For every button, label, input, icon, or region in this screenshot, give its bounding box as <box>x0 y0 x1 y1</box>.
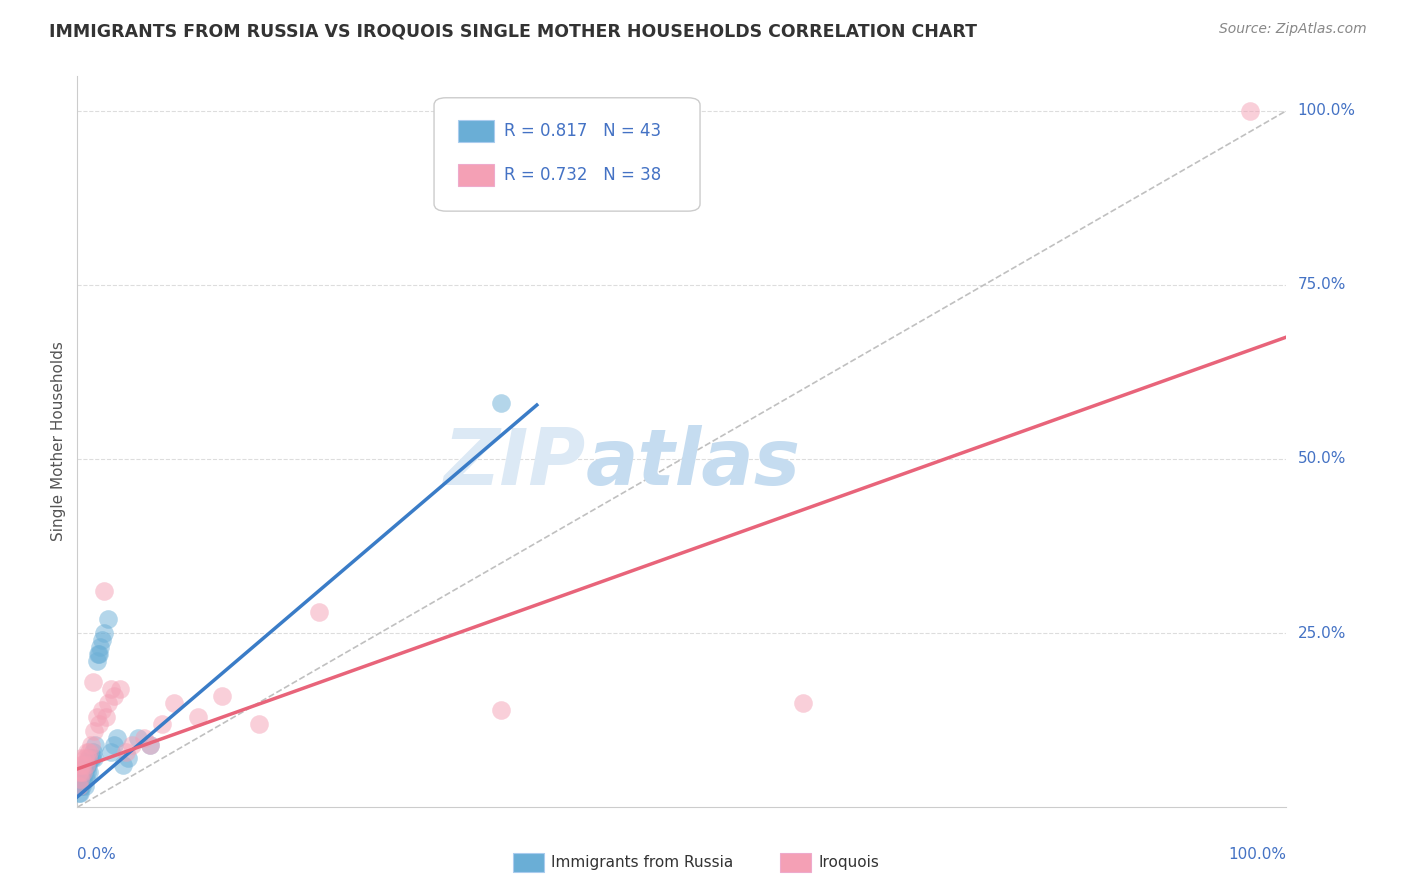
Point <box>70 765 93 780</box>
Point <box>79 765 101 780</box>
Text: 100.0%: 100.0% <box>1229 847 1286 863</box>
Point <box>100 745 122 759</box>
Point <box>489 396 512 410</box>
Point <box>83 723 105 738</box>
Point <box>82 745 104 759</box>
Point <box>70 765 93 780</box>
Point <box>121 738 143 752</box>
Point <box>100 681 122 696</box>
Point <box>139 738 162 752</box>
Point <box>70 765 93 780</box>
Point <box>86 654 108 668</box>
Point <box>82 674 104 689</box>
Text: Immigrants from Russia: Immigrants from Russia <box>551 855 734 870</box>
Point <box>77 758 100 772</box>
Point <box>67 780 90 794</box>
Point <box>67 765 90 780</box>
Point <box>96 696 118 710</box>
Point <box>75 758 97 772</box>
Point <box>67 780 90 794</box>
Point <box>90 633 112 648</box>
Point <box>79 738 101 752</box>
Point <box>69 772 91 787</box>
Point <box>87 716 110 731</box>
Point <box>80 751 103 765</box>
Text: atlas: atlas <box>585 425 800 501</box>
Point <box>83 751 105 765</box>
Point <box>70 751 93 765</box>
Point <box>139 738 162 752</box>
Text: 50.0%: 50.0% <box>1298 451 1346 467</box>
Point <box>87 647 110 661</box>
Point <box>87 647 110 661</box>
Point <box>79 751 101 765</box>
Text: Source: ZipAtlas.com: Source: ZipAtlas.com <box>1219 22 1367 37</box>
Point <box>77 751 100 765</box>
Point <box>73 780 96 794</box>
FancyBboxPatch shape <box>458 120 495 142</box>
Point <box>96 612 118 626</box>
Text: 0.0%: 0.0% <box>77 847 117 863</box>
Text: R = 0.732   N = 38: R = 0.732 N = 38 <box>505 166 661 184</box>
Point <box>247 716 270 731</box>
Y-axis label: Single Mother Households: Single Mother Households <box>51 342 66 541</box>
Point <box>69 758 91 772</box>
Point <box>72 765 94 780</box>
Point <box>72 765 94 780</box>
Point <box>489 703 512 717</box>
Point <box>105 731 128 745</box>
Text: 75.0%: 75.0% <box>1298 277 1346 293</box>
Point <box>73 751 96 765</box>
Point <box>114 745 136 759</box>
Point <box>1239 103 1261 118</box>
Text: ZIP: ZIP <box>443 425 585 501</box>
Text: 100.0%: 100.0% <box>1298 103 1355 118</box>
Point <box>70 772 93 787</box>
Point <box>70 780 93 794</box>
Point <box>117 751 139 765</box>
Point <box>86 709 108 723</box>
Point <box>67 780 90 794</box>
Point <box>70 772 93 787</box>
Point <box>84 738 107 752</box>
Point <box>187 709 209 723</box>
Point <box>163 696 186 710</box>
Point <box>93 626 115 640</box>
Text: Iroquois: Iroquois <box>818 855 879 870</box>
FancyBboxPatch shape <box>434 98 700 211</box>
Point <box>308 605 330 619</box>
Point <box>79 751 101 765</box>
Point <box>69 772 91 787</box>
Point <box>108 681 131 696</box>
Point <box>90 703 112 717</box>
Point <box>112 758 135 772</box>
FancyBboxPatch shape <box>458 163 495 186</box>
Point <box>69 780 91 794</box>
Point <box>76 765 98 780</box>
Point <box>96 709 118 723</box>
Text: IMMIGRANTS FROM RUSSIA VS IROQUOIS SINGLE MOTHER HOUSEHOLDS CORRELATION CHART: IMMIGRANTS FROM RUSSIA VS IROQUOIS SINGL… <box>49 22 977 40</box>
Point <box>67 786 90 800</box>
Point <box>127 731 149 745</box>
Point <box>75 772 97 787</box>
Point <box>132 731 155 745</box>
Point <box>70 758 93 772</box>
Point <box>93 584 115 599</box>
Text: R = 0.817   N = 43: R = 0.817 N = 43 <box>505 121 661 140</box>
Point <box>76 745 98 759</box>
Text: 25.0%: 25.0% <box>1298 625 1346 640</box>
Point <box>150 716 173 731</box>
Point <box>72 772 94 787</box>
Point <box>76 758 98 772</box>
Point <box>69 786 91 800</box>
Point <box>103 689 125 703</box>
Point <box>103 738 125 752</box>
Point <box>70 780 93 794</box>
Point <box>89 640 111 654</box>
Point <box>79 745 101 759</box>
Point <box>211 689 233 703</box>
Point <box>75 758 97 772</box>
Point <box>792 696 814 710</box>
Point <box>73 765 96 780</box>
